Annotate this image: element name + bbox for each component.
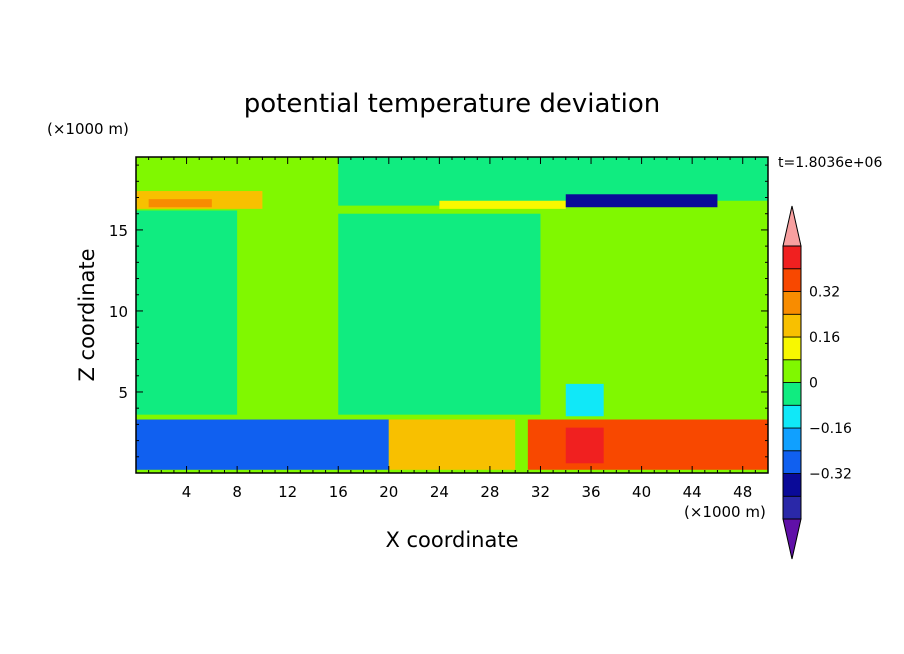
contour-region	[540, 157, 768, 201]
colorbar: 0.32 0.16 0 −0.16 −0.32	[782, 205, 852, 560]
contour-region	[136, 210, 238, 415]
contour-region	[338, 213, 541, 415]
x-tick-label: 12	[278, 483, 297, 501]
time-label: t=1.8036e+06	[778, 155, 882, 171]
colorbar-arrow-low	[782, 518, 802, 560]
y-unit-label: (×1000 m)	[47, 120, 129, 138]
colorbar-label: 0	[809, 376, 818, 392]
x-axis: 4 8 12 16 20 24 28 32 36 40 44 48	[148, 157, 756, 501]
colorbar-label: 0.16	[809, 330, 840, 346]
y-tick-label: 5	[118, 384, 128, 402]
contour-region	[565, 194, 718, 208]
colorbar-segment	[782, 450, 802, 474]
x-tick-label: 20	[379, 483, 398, 501]
contour-region	[388, 419, 516, 470]
colorbar-segment	[782, 359, 802, 383]
colorbar-label: 0.32	[809, 285, 840, 301]
colorbar-segment	[782, 473, 802, 497]
contour-field	[136, 157, 768, 473]
contour-region	[148, 199, 212, 208]
y-tick-label: 10	[109, 303, 128, 321]
y-tick-label: 15	[109, 222, 128, 240]
colorbar-label: −0.32	[809, 467, 852, 483]
contour-region	[338, 157, 554, 206]
x-tick-label: 32	[531, 483, 550, 501]
colorbar-segment	[782, 427, 802, 452]
contour-region	[439, 200, 566, 209]
colorbar-segment	[782, 291, 802, 315]
colorbar-segment	[782, 495, 802, 520]
colorbar-segment	[782, 268, 802, 292]
y-axis-label: Z coordinate	[75, 248, 99, 381]
colorbar-segment	[782, 336, 802, 361]
x-tick-label: 48	[733, 483, 752, 501]
x-tick-label: 24	[430, 483, 449, 501]
colorbar-frame	[782, 245, 802, 520]
contour-region	[136, 419, 389, 470]
x-tick-label: 16	[329, 483, 348, 501]
contour-region	[527, 419, 768, 470]
x-axis-label: X coordinate	[385, 528, 518, 552]
x-unit-label: (×1000 m)	[684, 503, 766, 521]
contour-region	[565, 427, 604, 464]
colorbar-segment	[782, 404, 802, 429]
x-tick-label: 40	[632, 483, 651, 501]
y-axis: 5 10 15	[109, 164, 768, 458]
x-tick-label: 8	[232, 483, 242, 501]
colorbar-arrow-high	[782, 205, 802, 247]
x-tick-label: 28	[480, 483, 499, 501]
x-tick-label: 36	[581, 483, 600, 501]
colorbar-label: −0.16	[809, 421, 852, 437]
chart-title: potential temperature deviation	[244, 89, 660, 119]
x-tick-label: 4	[182, 483, 192, 501]
x-tick-label: 44	[683, 483, 702, 501]
colorbar-segment	[782, 245, 802, 270]
contour-region	[565, 383, 604, 417]
colorbar-segment	[782, 382, 802, 406]
colorbar-segment	[782, 313, 802, 338]
